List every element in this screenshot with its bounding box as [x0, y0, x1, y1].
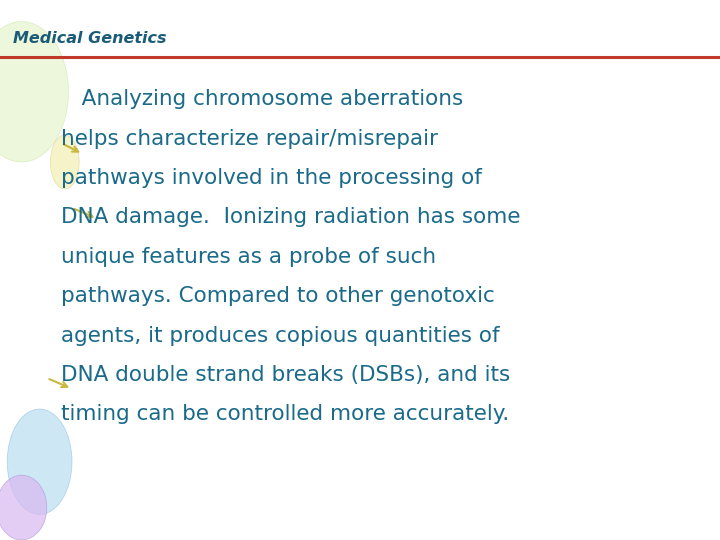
- Ellipse shape: [0, 475, 47, 540]
- Text: timing can be controlled more accurately.: timing can be controlled more accurately…: [61, 404, 510, 424]
- Text: DNA double strand breaks (DSBs), and its: DNA double strand breaks (DSBs), and its: [61, 365, 510, 385]
- Text: pathways involved in the processing of: pathways involved in the processing of: [61, 168, 482, 188]
- Ellipse shape: [7, 409, 72, 514]
- Text: agents, it produces copious quantities of: agents, it produces copious quantities o…: [61, 326, 500, 346]
- Ellipse shape: [0, 22, 68, 162]
- Text: helps characterize repair/misrepair: helps characterize repair/misrepair: [61, 129, 438, 148]
- Ellipse shape: [50, 135, 79, 189]
- Text: pathways. Compared to other genotoxic: pathways. Compared to other genotoxic: [61, 286, 495, 306]
- Text: unique features as a probe of such: unique features as a probe of such: [61, 247, 436, 267]
- Text: DNA damage.  Ionizing radiation has some: DNA damage. Ionizing radiation has some: [61, 207, 521, 227]
- Text: Analyzing chromosome aberrations: Analyzing chromosome aberrations: [61, 89, 464, 109]
- Text: Medical Genetics: Medical Genetics: [13, 31, 166, 46]
